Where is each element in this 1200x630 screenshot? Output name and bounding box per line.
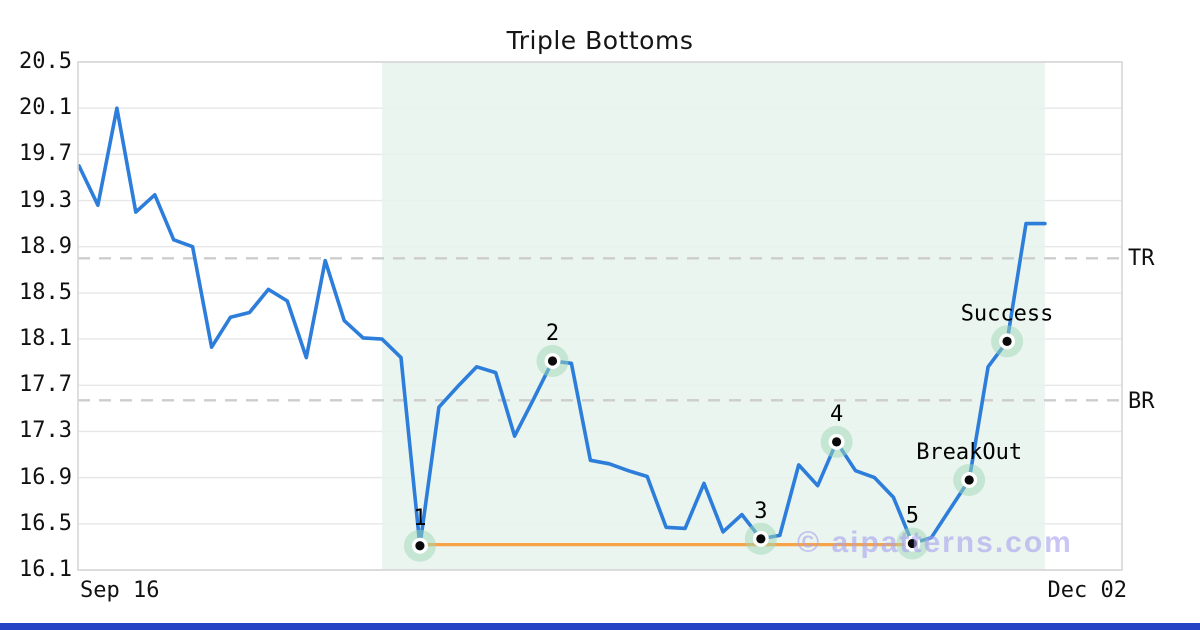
x-axis-tick-end: Dec 02	[1047, 578, 1127, 603]
marker-label: 1	[413, 506, 426, 531]
plot-border	[77, 61, 1123, 571]
marker-dot	[547, 356, 558, 366]
y-tick-label: 19.7	[19, 141, 72, 167]
y-tick-label: 16.1	[19, 557, 72, 582]
marker-dot	[964, 475, 974, 485]
marker-label: 4	[830, 402, 843, 427]
marker-label: BreakOut	[916, 440, 1022, 465]
y-tick-label: 17.7	[19, 372, 72, 398]
marker-dot	[907, 538, 917, 549]
y-tick-label: 19.3	[19, 187, 72, 213]
y-tick-label: 20.1	[19, 95, 72, 121]
brand-bottom-bar	[0, 623, 1200, 630]
watermark: © aipatterns.com	[797, 526, 1073, 559]
marker-dot	[832, 437, 842, 447]
chart-title: Triple Bottoms	[506, 26, 694, 55]
marker-dot	[415, 541, 425, 551]
y-tick-label: 18.5	[19, 279, 72, 305]
marker-label: Success	[961, 301, 1054, 326]
marker-dot	[1002, 336, 1012, 346]
y-tick-label: 16.5	[19, 510, 72, 536]
top-resistance-label: TR	[1128, 246, 1155, 271]
marker-label: 2	[546, 321, 559, 346]
y-tick-label: 17.3	[19, 418, 72, 444]
y-tick-label: 18.1	[19, 326, 72, 352]
marker-label: 5	[906, 503, 919, 528]
bottom-resistance-label: BR	[1128, 389, 1155, 414]
y-tick-label: 16.9	[19, 464, 72, 490]
pattern-region	[382, 62, 1045, 570]
y-tick-label: 18.9	[19, 233, 72, 259]
marker-dot	[756, 534, 766, 544]
marker-label: 3	[754, 499, 767, 524]
y-tick-label: 20.5	[19, 49, 72, 74]
x-axis-tick-start: Sep 16	[80, 578, 160, 603]
